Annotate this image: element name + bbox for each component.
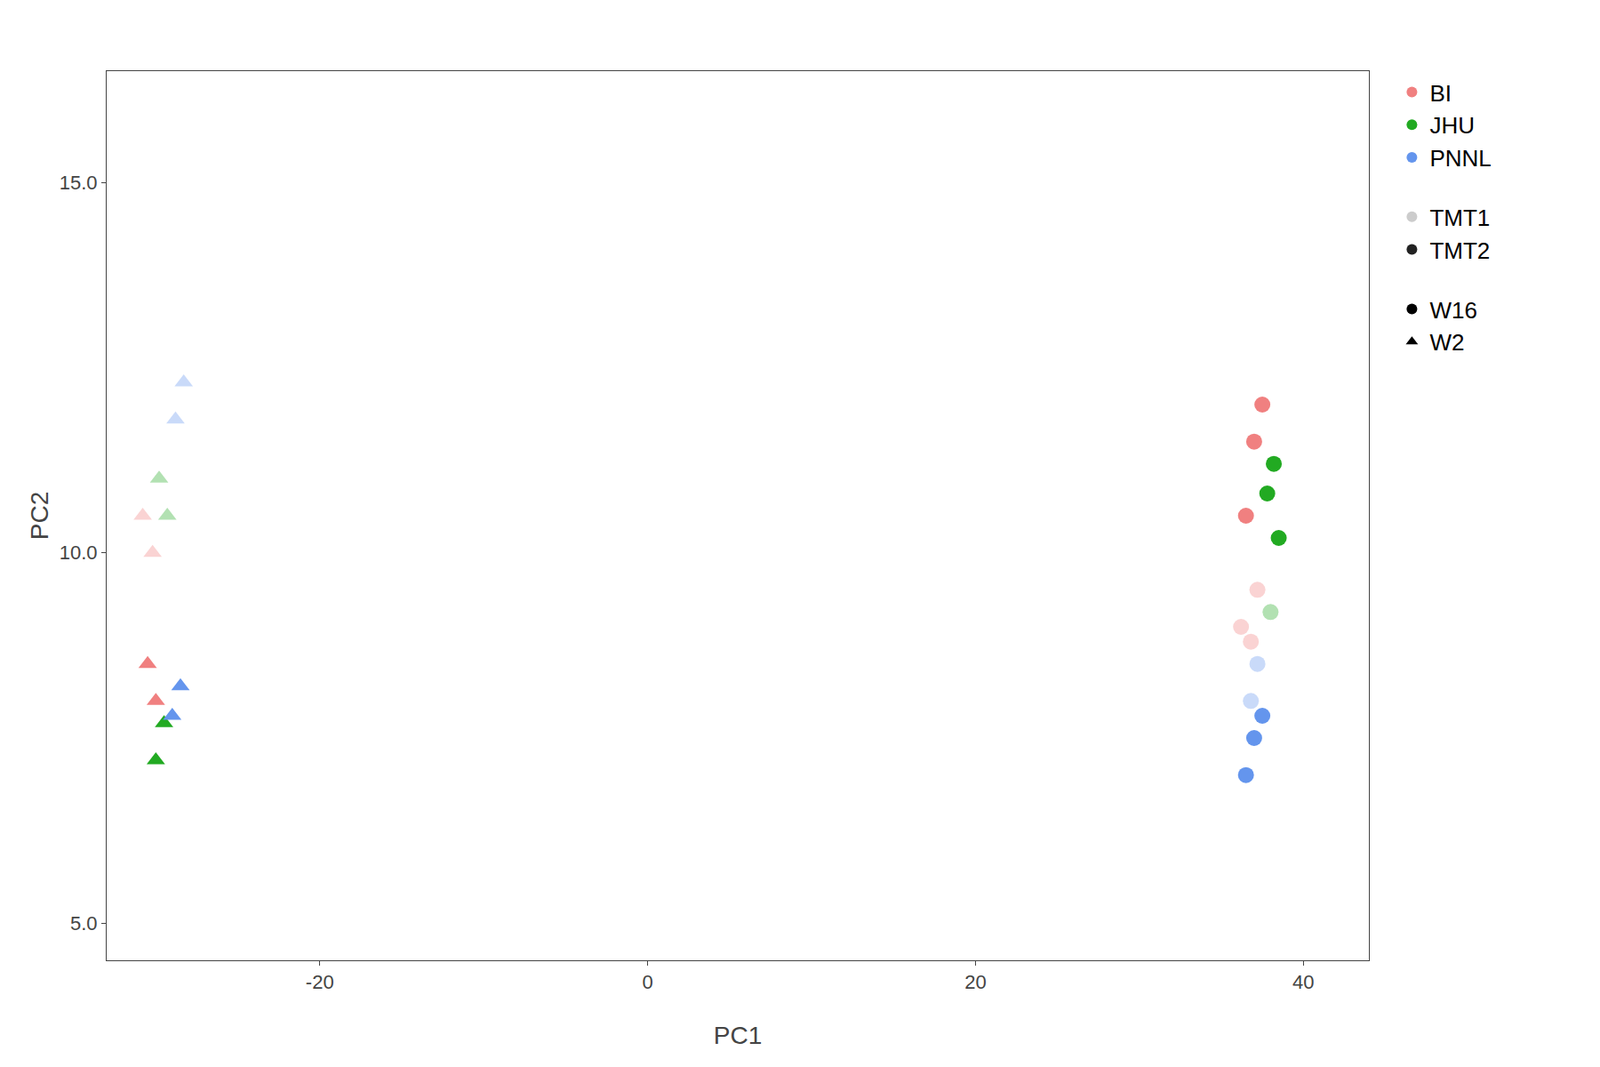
svg-text:W16: W16	[1429, 296, 1477, 324]
svg-text:W2: W2	[1429, 328, 1464, 356]
svg-text:BI: BI	[1429, 80, 1452, 107]
svg-text:40: 40	[1292, 970, 1314, 993]
svg-text:PC1: PC1	[713, 1021, 762, 1049]
svg-text:TMT2: TMT2	[1429, 237, 1490, 264]
svg-text:20: 20	[964, 970, 986, 993]
svg-text:TMT1: TMT1	[1429, 204, 1490, 232]
svg-text:-20: -20	[305, 970, 335, 993]
svg-text:10.0: 10.0	[59, 541, 98, 564]
svg-text:0: 0	[641, 970, 653, 993]
svg-text:JHU: JHU	[1429, 112, 1475, 139]
svg-text:PC2: PC2	[25, 491, 54, 540]
svg-text:5.0: 5.0	[70, 912, 98, 935]
svg-text:PNNL: PNNL	[1429, 144, 1491, 172]
svg-text:15.0: 15.0	[59, 171, 98, 194]
